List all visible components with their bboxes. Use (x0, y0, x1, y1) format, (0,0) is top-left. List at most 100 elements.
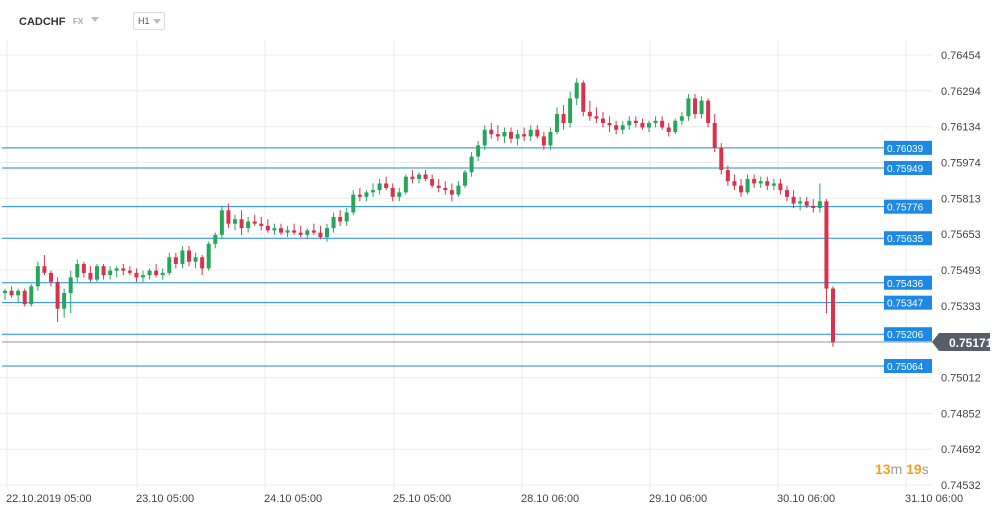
x-tick-label: 30.10 06:00 (777, 493, 835, 505)
candle-body (193, 257, 198, 262)
y-tick-label: 0.74852 (941, 408, 981, 420)
candle-body (712, 123, 717, 148)
candle-body (246, 221, 251, 229)
timeframe-label: H1 (138, 16, 150, 26)
candle-body (555, 114, 559, 132)
candle-body (173, 257, 178, 264)
candle-body (653, 120, 658, 124)
candle-body (745, 178, 750, 193)
candle-body (614, 125, 619, 130)
timeframe-selector[interactable]: H1 (133, 12, 165, 30)
candle-body (423, 174, 428, 179)
candle-body (200, 257, 205, 269)
candle-body (239, 219, 244, 229)
candle-body (325, 228, 329, 238)
candle-body (417, 174, 421, 179)
candle-body (430, 178, 435, 186)
candle-body (272, 228, 277, 231)
candle-body (666, 127, 671, 132)
candle-body (160, 272, 165, 276)
x-tick-label: 31.10 06:00 (905, 493, 963, 505)
candle-body (804, 201, 809, 206)
y-tick-label: 0.76294 (941, 86, 981, 98)
level-badge (884, 358, 932, 373)
countdown-minutes: 13 (875, 461, 891, 477)
candle-body (141, 275, 145, 278)
grid-lines (0, 40, 932, 490)
level-badge (884, 275, 932, 290)
candle-countdown: 13m 19s (875, 461, 929, 477)
candle-body (581, 82, 586, 112)
candle-body (9, 290, 14, 296)
candle-body (318, 232, 323, 238)
candle-body (22, 290, 27, 305)
y-tick-label: 0.75813 (941, 193, 981, 205)
candle-body (601, 118, 605, 124)
candle-body (463, 172, 467, 186)
candle-body (791, 196, 796, 204)
y-tick-label: 0.74692 (941, 444, 981, 456)
candle-body (35, 266, 40, 287)
candle-body (752, 178, 757, 184)
candle-body (285, 230, 290, 233)
candle-body (49, 272, 53, 282)
candle-body (75, 263, 80, 278)
candle-body (364, 192, 369, 197)
candle-body (311, 230, 316, 233)
candle-body (785, 190, 789, 197)
candle-body (292, 230, 297, 233)
countdown-min-unit: m (890, 461, 903, 477)
current-price-label: 0.75171 (949, 336, 993, 350)
symbol-label[interactable]: CADCHF (19, 16, 66, 28)
candle-body (706, 100, 711, 124)
candle-body (778, 183, 783, 191)
timeframe-dropdown-icon (153, 19, 161, 24)
candle-body (811, 205, 816, 209)
candle-body (627, 120, 632, 126)
level-badge-label: 0.75206 (887, 330, 924, 341)
level-badge-label: 0.75436 (887, 279, 924, 290)
x-tick-label: 22.10.2019 05:00 (6, 493, 92, 505)
candle-body (719, 147, 724, 170)
candle-body (587, 111, 592, 117)
symbol-dropdown-icon[interactable] (91, 17, 99, 22)
level-badge-label: 0.75635 (887, 234, 924, 245)
candle-body (134, 272, 139, 278)
candle-body (219, 210, 224, 235)
candle-body (357, 194, 362, 197)
candle-body (679, 116, 684, 121)
candle-body (495, 134, 500, 137)
level-badge-label: 0.75949 (887, 164, 924, 175)
candle-body (436, 185, 441, 188)
horizontal-levels: 0.76039 0.75949 0.75776 0.75635 0.75436 0.753… (2, 140, 993, 373)
candle-body (81, 263, 86, 273)
countdown-sec-unit: s (921, 461, 929, 477)
chart-toolbar: CADCHF FX H1 (0, 0, 1001, 40)
candle-body (180, 250, 185, 264)
level-badge (884, 160, 932, 175)
candle-body (693, 98, 697, 115)
candle-body (502, 131, 507, 137)
y-tick-label: 0.75012 (941, 373, 981, 385)
candle-body (233, 219, 237, 224)
market-label: FX (73, 17, 84, 26)
candle-body (108, 270, 113, 276)
candle-body (673, 120, 678, 132)
candle-body (305, 230, 310, 235)
candle-body (3, 290, 7, 294)
candle-body (699, 100, 704, 115)
candle-body (338, 216, 343, 222)
candle-body (561, 114, 566, 124)
candle-body (377, 183, 382, 191)
candle-body (515, 134, 520, 139)
candle-body (594, 116, 599, 119)
candle-body (548, 131, 553, 146)
x-tick-label: 25.10 05:00 (393, 493, 451, 505)
candle-body (771, 183, 776, 186)
level-badge (884, 199, 932, 214)
y-tick-label: 0.75653 (941, 229, 981, 241)
candle-body (68, 277, 73, 294)
x-tick-label: 29.10 06:00 (649, 493, 707, 505)
candle-body (541, 136, 546, 146)
